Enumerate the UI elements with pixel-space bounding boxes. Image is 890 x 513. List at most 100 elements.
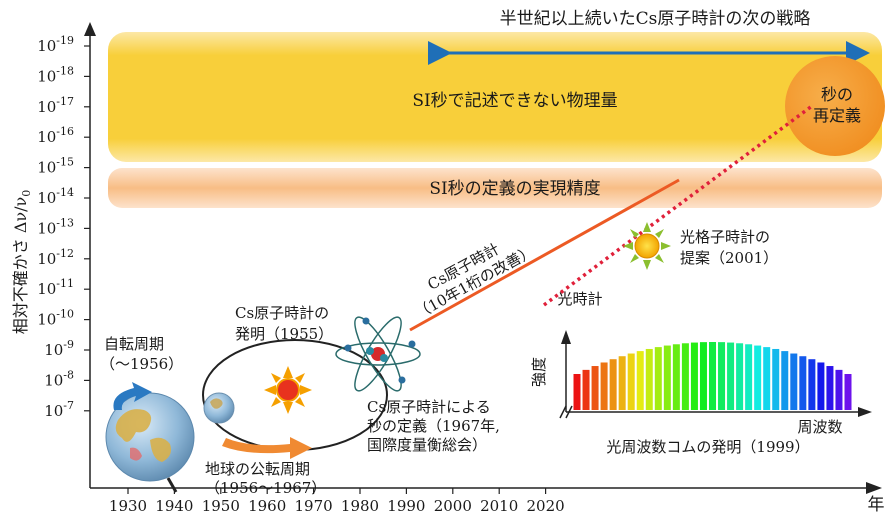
optical-lattice-label-line1: 光格子時計の [680,228,770,246]
y-tick-exp: -12 [56,247,74,260]
y-tick-base: 10 [37,250,56,268]
y-tick-exp: -9 [63,338,74,351]
revolution-label: 地球の公転周期 （1956～1967） [205,460,326,497]
y-tick-base: 10 [37,98,56,116]
y-axis-ticks: 10-1910-1810-1710-1610-1510-1410-1310-12… [37,34,90,420]
y-tick-base: 10 [37,159,56,177]
cs-invention-label-line2: 発明（1955） [235,325,333,343]
y-tick-exp: -14 [56,186,74,199]
globe-axis [166,477,178,493]
y-tick-base: 10 [37,37,56,55]
comb-tooth [699,342,707,410]
revolution-label-line1: 地球の公転周期 [205,460,310,478]
y-tick-label: 10-18 [37,64,74,85]
comb-tooth [618,356,626,410]
y-tick-exp: -15 [56,156,74,169]
comb-y-axis-arrow-icon [561,330,571,344]
redefinition-label-line1: 秒の [821,85,853,104]
y-tick-base: 10 [37,67,56,85]
y-tick-label: 10-14 [37,186,74,207]
optical-clock-label: 光時計 [557,290,602,308]
y-axis-label: 相対不確かさ Δν/ν0 [11,190,33,335]
redefinition-circle [785,56,885,156]
unmeasurable-band-label: SI秒で記述できない物理量 [412,91,617,111]
revolution-arrow-icon [222,437,312,459]
y-tick-exp: -17 [56,95,74,108]
x-tick-label: 2000 [434,497,472,513]
comb-tooth [654,347,662,410]
y-tick-base: 10 [37,311,56,329]
comb-tooth [681,343,689,410]
comb-tooth [591,366,599,410]
comb-tooth [781,351,789,410]
comb-tooth [582,369,590,410]
small-earth-land [210,398,223,409]
y-tick-label: 10-8 [44,368,74,389]
x-axis-ticks: 1930 1940 1950 1960 1970 1980 1990 2000 2010 2020 [109,488,565,513]
optical-lattice-label-line2: 提案（2001） [680,249,778,267]
comb-tooth [835,369,843,410]
cs-definition-label-line2: 秒の定義（1967年, [367,417,500,435]
realization-band-label: SI秒の定義の実現精度 [429,179,600,199]
y-tick-exp: -18 [56,64,74,77]
comb-tooth [727,342,735,410]
y-tick-label: 10-15 [37,156,74,177]
y-tick-label: 10-11 [37,277,74,298]
y-tick-label: 10-10 [37,308,74,329]
comb-tooth [808,359,816,410]
comb-tooth [754,345,762,410]
y-tick-base: 10 [44,371,63,389]
comb-ylabel: 強度 [530,357,548,387]
comb-tooth [718,342,726,410]
comb-tooth [672,344,680,410]
x-tick-label: 1960 [248,497,286,513]
comb-tooth [763,347,771,410]
y-tick-label: 10-19 [37,34,74,55]
x-tick-label: 2010 [480,497,518,513]
y-axis-label-sub: 0 [20,190,33,197]
x-tick-label: 1950 [202,497,240,513]
globe-land [115,409,171,462]
comb-tooth [790,353,798,410]
comb-tooth [609,359,617,410]
comb-tooth [600,362,608,410]
y-tick-label: 10-9 [44,338,74,359]
y-tick-label: 10-12 [37,247,74,268]
comb-tooth [709,342,716,410]
y-tick-base: 10 [37,280,56,298]
comb-tooth [745,344,753,410]
y-axis-label-main: 相対不確かさ Δν/ν [11,197,30,335]
comb-tooth [627,353,635,410]
cs-definition-label-line1: Cs原子時計による [367,398,491,416]
comb-tooth [799,356,807,410]
sun-icon [264,366,312,414]
comb-caption: 光周波数コムの発明（1999） [606,438,809,456]
comb-tooth [645,348,653,410]
cs-invention-label-line1: Cs原子時計の [235,304,329,322]
y-tick-base: 10 [37,128,56,146]
comb-tooth [817,362,825,410]
y-tick-base: 10 [44,341,63,359]
y-tick-exp: -11 [56,277,74,290]
y-tick-exp: -8 [63,368,74,381]
comb-tooth [636,351,644,410]
y-tick-base: 10 [44,402,63,420]
comb-teeth [573,342,852,410]
rotation-label: 自転周期 （～1956） [100,335,183,373]
comb-axis-break-icon [559,405,573,419]
rotation-label-line1: 自転周期 [104,335,164,353]
y-tick-base: 10 [37,189,56,207]
cs-atom-icon [335,316,421,392]
y-tick-exp: -10 [56,308,74,321]
x-axis-arrow-icon [866,482,882,494]
y-tick-base: 10 [37,219,56,237]
cs-invention-label: Cs原子時計の 発明（1955） [235,304,334,343]
cs-trend-label: Cs原子時計 （10年1桁の改善） [403,225,538,322]
x-axis-unit: 年 [868,495,885,513]
y-tick-exp: -13 [56,216,74,229]
y-axis-arrow-icon [84,22,96,36]
y-tick-exp: -7 [63,399,74,412]
y-tick-label: 10-16 [37,125,74,146]
comb-tooth [663,345,671,410]
